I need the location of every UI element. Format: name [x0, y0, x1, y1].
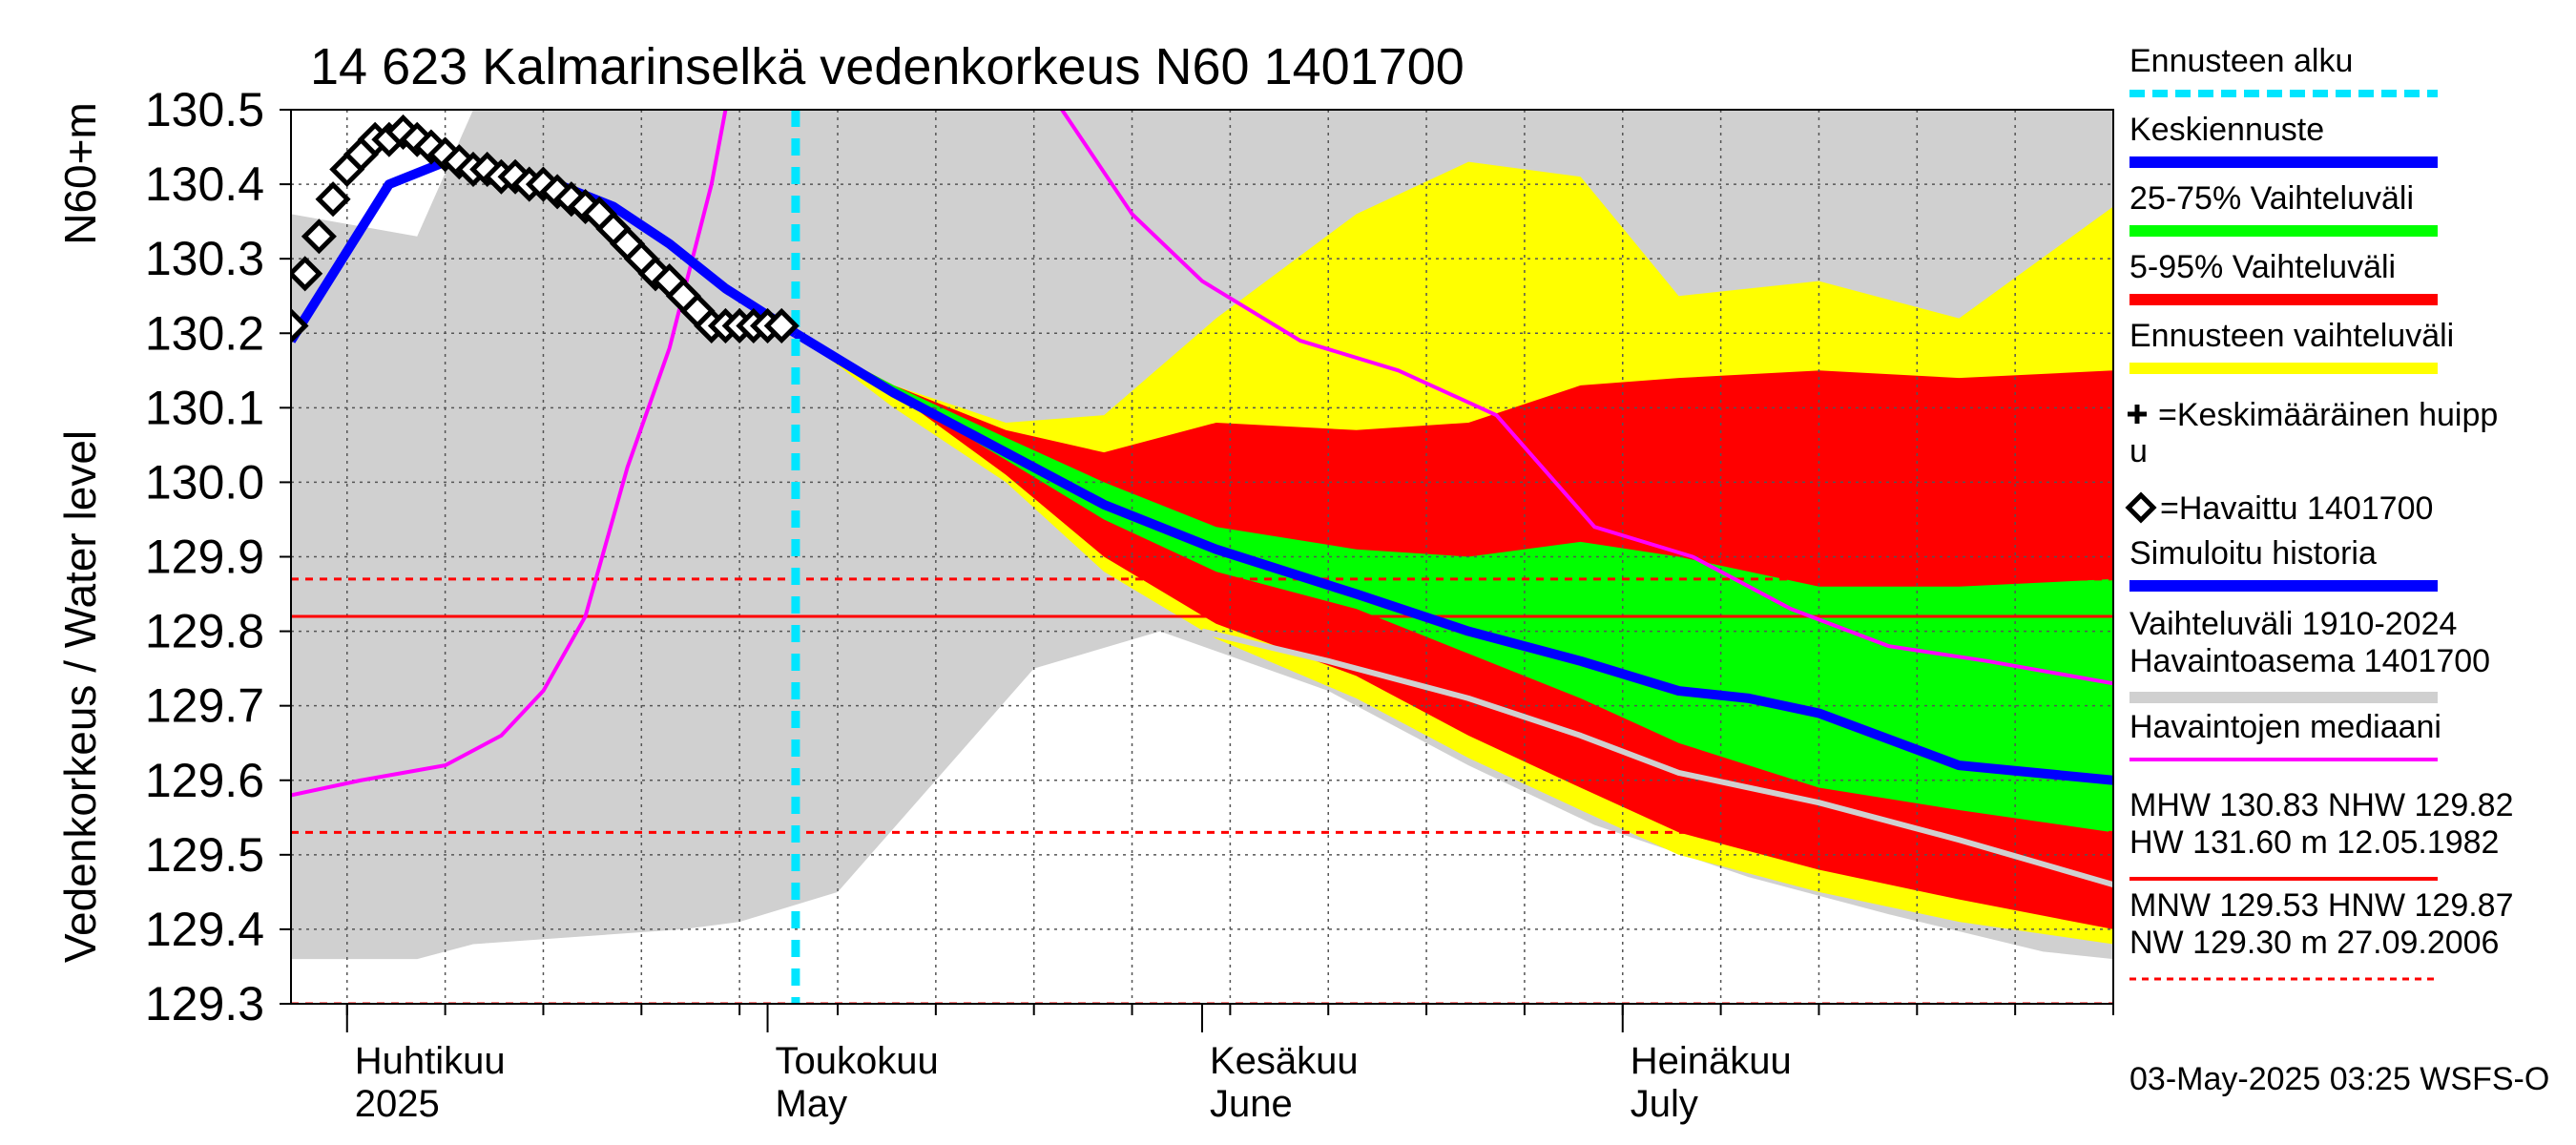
- x-month-label-fi: Huhtikuu: [355, 1040, 506, 1082]
- y-tick-label: 129.4: [145, 903, 264, 956]
- x-month-label-fi: Toukokuu: [776, 1040, 939, 1082]
- legend: Ennusteen alku Keskiennuste 25-75% Vaihtel…: [2125, 43, 2514, 981]
- line-keskiennuste: [793, 328, 2113, 785]
- y-tick-label: 129.7: [145, 679, 264, 733]
- legend-item-25-75-vaihteluv-li: 25-75% Vaihteluväli: [2129, 180, 2438, 237]
- legend-swatch: [2129, 156, 2438, 168]
- line-havaintojen-mediaani-2: [1060, 110, 2113, 686]
- legend-swatch: [2129, 692, 2438, 703]
- legend-label: Ennusteen alku: [2129, 43, 2353, 79]
- observed-point: [301, 219, 337, 255]
- x-month-label-fi: Kesäkuu: [1210, 1040, 1359, 1082]
- y-tick-label: 129.9: [145, 531, 264, 584]
- legend-label: =Havaittu 1401700: [2160, 490, 2433, 527]
- series-havaittu-1401700: [291, 114, 800, 344]
- y-axis-unit: N60+m: [55, 102, 105, 245]
- diamond-icon: [2125, 491, 2157, 524]
- x-month-label-fi: Heinäkuu: [1631, 1040, 1792, 1082]
- y-tick-label: 130.5: [145, 83, 264, 136]
- legend-item-keskim-r-inen-huipp: =Keskimääräinen huipp u: [2128, 397, 2498, 469]
- legend-label: Ennusteen vaihteluväli: [2129, 318, 2454, 354]
- legend-label: MNW 129.53 HNW 129.87: [2129, 887, 2514, 924]
- y-tick-label: 130.3: [145, 232, 264, 285]
- y-tick-label: 130.4: [145, 157, 264, 211]
- observed-point: [315, 181, 351, 218]
- plus-icon: [2128, 405, 2147, 424]
- legend-swatch: [2129, 294, 2438, 305]
- legend-label-2: u: [2129, 433, 2148, 469]
- chart-title: 14 623 Kalmarinselkä vedenkorkeus N60 14…: [310, 38, 1465, 95]
- plot-area: [290, 109, 2114, 1005]
- x-month-label-en: 2025: [355, 1083, 440, 1125]
- legend-item-simuloitu-historia: Simuloitu historia: [2129, 535, 2438, 592]
- legend-item-vaihteluv-li-1910-2024: Vaihteluväli 1910-2024 Havaintoasema 140…: [2129, 606, 2490, 703]
- legend-label: Keskiennuste: [2129, 112, 2324, 148]
- y-tick-label: 130.1: [145, 381, 264, 434]
- y-tick-label: 129.3: [145, 977, 264, 1030]
- legend-label-2: HW 131.60 m 12.05.1982: [2129, 824, 2499, 861]
- legend-item-havaintojen-mediaani: Havaintojen mediaani: [2129, 709, 2441, 761]
- legend-label: Vaihteluväli 1910-2024: [2129, 606, 2457, 642]
- y-axis-label: Vedenkorkeus / Water level: [55, 430, 105, 963]
- legend-label: 25-75% Vaihteluväli: [2129, 180, 2414, 217]
- observed-point: [291, 256, 323, 292]
- legend-label: MHW 130.83 NHW 129.82: [2129, 787, 2514, 823]
- legend-label-2: Havaintoasema 1401700: [2129, 643, 2490, 679]
- legend-item-keskiennuste: Keskiennuste: [2129, 112, 2438, 168]
- legend-label: =Keskimääräinen huipp: [2158, 397, 2498, 433]
- legend-label: 5-95% Vaihteluväli: [2129, 249, 2396, 285]
- y-tick-label: 129.5: [145, 828, 264, 882]
- x-month-label-en: May: [776, 1083, 848, 1125]
- legend-label: Havaintojen mediaani: [2129, 709, 2441, 745]
- legend-swatch: [2129, 363, 2438, 374]
- x-month-label-en: July: [1631, 1083, 1698, 1125]
- y-tick-label: 129.8: [145, 605, 264, 658]
- y-tick-label: 130.0: [145, 455, 264, 509]
- plot-content: [291, 110, 2113, 1004]
- observed-point: [291, 307, 309, 344]
- legend-item-ennusteen-vaihteluv-li: Ennusteen vaihteluväli: [2129, 318, 2454, 374]
- legend-item-ennusteen-alku: Ennusteen alku: [2129, 43, 2438, 97]
- legend-label-2: NW 129.30 m 27.09.2006: [2129, 925, 2499, 961]
- y-tick-label: 129.6: [145, 754, 264, 807]
- legend-label: Simuloitu historia: [2129, 535, 2377, 572]
- x-month-label-en: June: [1210, 1083, 1293, 1125]
- legend-swatch: [2129, 580, 2438, 592]
- legend-swatch: [2129, 225, 2438, 237]
- observed-point: [763, 307, 800, 344]
- line-havaintojen-simulointi: [1201, 628, 2113, 887]
- legend-item-5-95-vaihteluv-li: 5-95% Vaihteluväli: [2129, 249, 2438, 305]
- y-tick-label: 130.2: [145, 306, 264, 360]
- y-ticks: 130.5 130.4 130.3 130.2 130.1 130.0 129.9 129.8…: [145, 83, 291, 1030]
- legend-item-havaittu-1401700: =Havaittu 1401700: [2125, 490, 2433, 527]
- footer-timestamp: 03-May-2025 03:25 WSFS-O: [2129, 1061, 2549, 1097]
